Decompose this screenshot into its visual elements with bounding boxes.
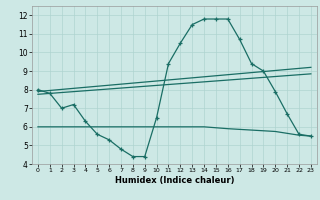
X-axis label: Humidex (Indice chaleur): Humidex (Indice chaleur) [115,176,234,185]
